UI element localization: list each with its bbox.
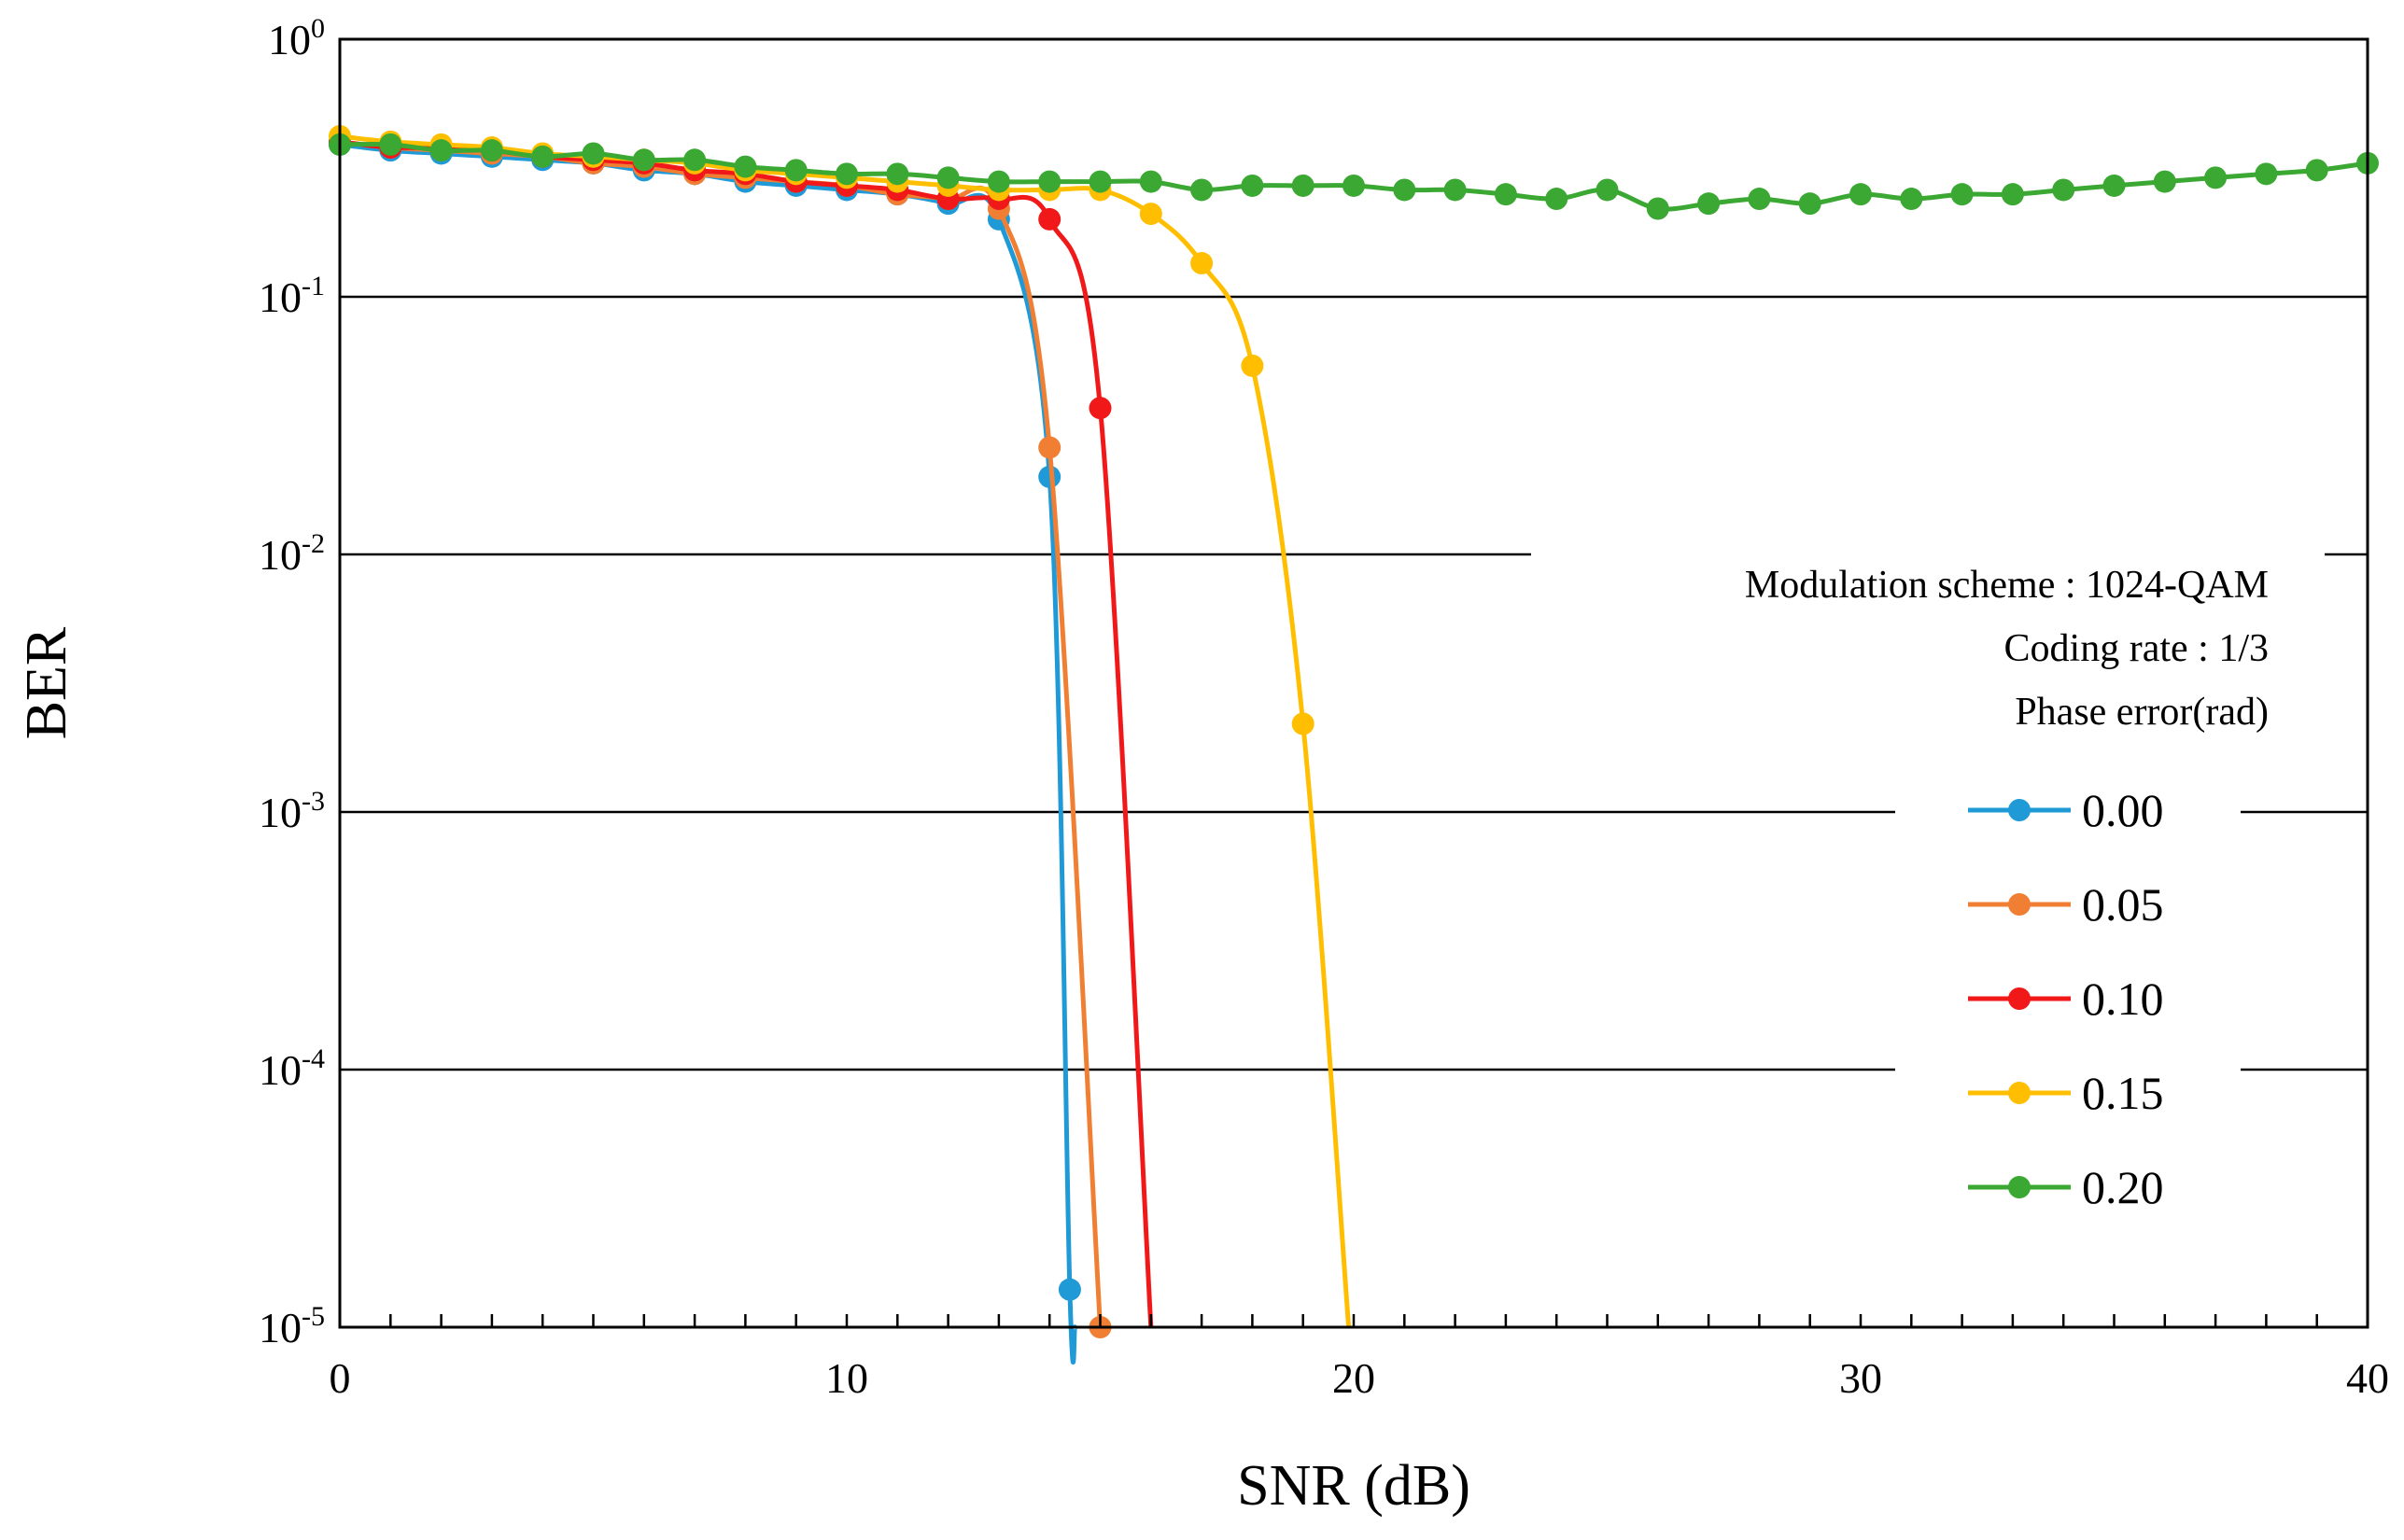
legend-swatch-marker xyxy=(2008,1082,2031,1104)
data-point xyxy=(1241,354,1264,377)
axes: 0 10 20 30 40 100 10-1 10-2 10-3 10-4 10-5 xyxy=(259,13,2389,1402)
data-point xyxy=(531,145,555,168)
data-point xyxy=(1058,1278,1081,1301)
y-tick-label: 10-2 xyxy=(259,528,325,579)
data-point xyxy=(1697,192,1721,216)
data-point xyxy=(1545,188,1568,211)
data-point xyxy=(2001,183,2024,206)
data-point xyxy=(632,148,655,172)
data-point xyxy=(2204,166,2228,189)
data-point xyxy=(1089,397,1112,420)
data-point xyxy=(1849,183,1872,206)
legend-swatch-marker xyxy=(2008,893,2031,916)
data-point xyxy=(1038,465,1061,488)
data-point xyxy=(582,142,605,165)
legend-swatch-marker xyxy=(2008,799,2031,821)
data-point xyxy=(836,162,858,186)
x-tick-label: 30 xyxy=(1839,1354,1882,1402)
x-tick-label: 40 xyxy=(2346,1354,2389,1402)
data-point xyxy=(379,133,402,156)
data-point xyxy=(1343,174,1365,197)
y-tick-label: 10-1 xyxy=(259,271,325,321)
data-point xyxy=(1190,252,1214,275)
legend-entry-label: 0.10 xyxy=(2082,973,2164,1025)
data-point xyxy=(2305,159,2328,182)
data-point xyxy=(936,166,960,189)
series-0.15 xyxy=(329,124,1352,1328)
data-point xyxy=(2052,178,2075,202)
x-tick-label: 0 xyxy=(330,1354,351,1402)
data-point xyxy=(1038,207,1061,231)
data-point xyxy=(1646,197,1669,220)
data-point xyxy=(784,159,808,182)
x-axis-label: SNR (dB) xyxy=(1237,1454,1470,1518)
data-point xyxy=(2255,162,2278,186)
data-point xyxy=(683,148,707,172)
legend-swatch-marker xyxy=(2008,1176,2031,1198)
legend-entry-label: 0.05 xyxy=(2082,878,2164,931)
data-point xyxy=(1900,188,1923,211)
annotation-background xyxy=(1531,527,2325,756)
legend-entry-label: 0.15 xyxy=(2082,1067,2164,1119)
data-point xyxy=(1443,178,1467,202)
data-point xyxy=(734,155,757,178)
data-point xyxy=(1139,203,1162,226)
legend: 0.00 0.05 0.10 0.15 0.20 xyxy=(1895,767,2241,1215)
data-point xyxy=(1139,170,1162,193)
legend-swatch-marker xyxy=(2008,987,2031,1010)
data-point xyxy=(1038,170,1061,193)
series-0.00 xyxy=(329,133,1081,1365)
legend-entry-label: 0.00 xyxy=(2082,784,2164,836)
series-0.05 xyxy=(329,130,1112,1338)
data-point xyxy=(1089,170,1112,193)
data-point xyxy=(429,139,453,162)
modulation-scheme-text: Modulation scheme : 1024-QAM xyxy=(1745,564,2269,607)
data-point xyxy=(1291,712,1314,735)
series-0.20 xyxy=(329,133,2379,220)
data-point xyxy=(1241,174,1264,197)
data-point xyxy=(987,170,1010,193)
data-point xyxy=(886,162,909,186)
y-tick-label: 10-5 xyxy=(259,1301,325,1351)
y-axis-label: BER xyxy=(15,626,78,739)
legend-background xyxy=(1895,767,2241,1215)
y-tick-label: 10-4 xyxy=(259,1043,325,1094)
data-point xyxy=(1038,436,1061,459)
series-line xyxy=(339,133,1352,1328)
data-point xyxy=(2102,174,2126,197)
series-group xyxy=(329,124,2379,1365)
data-point xyxy=(1950,183,1974,206)
legend-entry-label: 0.20 xyxy=(2082,1161,2164,1213)
legend-title: Phase error(rad) xyxy=(2015,691,2269,734)
x-tick-label: 20 xyxy=(1332,1354,1375,1402)
y-tick-label: 10-3 xyxy=(259,786,325,836)
y-tick-label: 100 xyxy=(268,13,325,63)
annotation-box xyxy=(1531,527,2325,756)
data-point xyxy=(2153,170,2176,193)
x-tick-label: 10 xyxy=(825,1354,868,1402)
data-point xyxy=(1596,178,1619,202)
data-point xyxy=(1748,188,1771,211)
data-point xyxy=(1393,178,1416,202)
series-line xyxy=(339,142,1077,1365)
data-point xyxy=(1494,183,1517,206)
coding-rate-text: Coding rate : 1/3 xyxy=(2004,627,2269,670)
data-point xyxy=(480,139,503,162)
data-point xyxy=(1798,192,1821,216)
series-line xyxy=(339,139,1103,1328)
data-point xyxy=(1190,178,1214,202)
data-point xyxy=(1291,174,1314,197)
